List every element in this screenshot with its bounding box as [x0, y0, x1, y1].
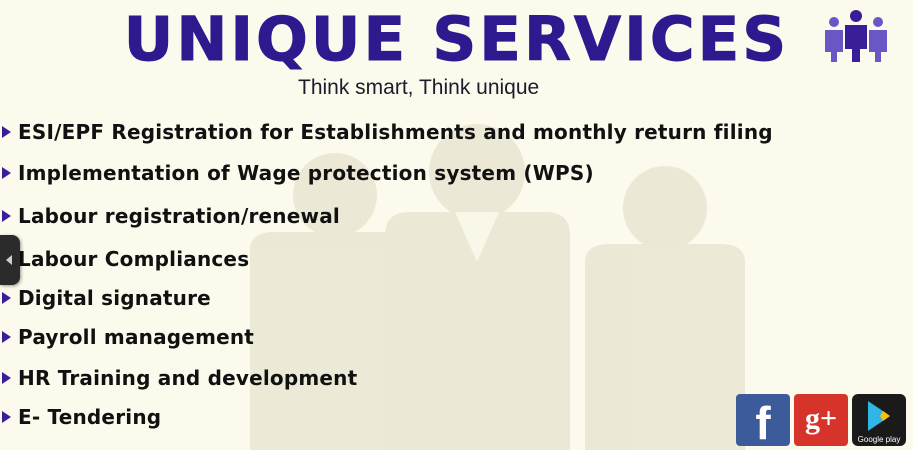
service-item: Digital signature — [0, 286, 211, 310]
service-item: E- Tendering — [0, 405, 161, 429]
facebook-button[interactable]: f — [736, 394, 790, 446]
service-label: Labour Compliances — [18, 247, 250, 271]
side-panel-toggle[interactable] — [0, 235, 20, 285]
service-label: HR Training and development — [18, 366, 358, 390]
service-item: Labour registration/renewal — [0, 204, 340, 228]
arrow-bullet-icon — [2, 292, 11, 304]
people-group-icon — [825, 10, 887, 62]
arrow-bullet-icon — [2, 126, 11, 138]
arrow-bullet-icon — [2, 210, 11, 222]
service-label: E- Tendering — [18, 405, 162, 429]
google-plus-button[interactable]: g+ — [794, 394, 848, 446]
arrow-bullet-icon — [2, 372, 11, 384]
service-label: ESI/EPF Registration for Establishments … — [18, 120, 773, 144]
service-label: Labour registration/renewal — [18, 204, 340, 228]
google-plus-icon: g+ — [804, 402, 838, 435]
google-play-label: Google play — [857, 435, 901, 444]
page-title: UNIQUE SERVICES — [123, 4, 790, 76]
service-item: ESI/EPF Registration for Establishments … — [0, 120, 773, 144]
tagline: Think smart, Think unique — [298, 76, 540, 99]
service-item: Payroll management — [0, 325, 254, 349]
google-play-button[interactable]: Google play — [852, 394, 906, 446]
google-play-icon — [868, 401, 890, 431]
service-item: Labour Compliances — [0, 247, 249, 271]
arrow-bullet-icon — [2, 167, 11, 179]
arrow-bullet-icon — [2, 331, 11, 343]
arrow-bullet-icon — [2, 411, 11, 423]
service-item: HR Training and development — [0, 366, 357, 390]
service-label: Payroll management — [18, 325, 255, 349]
service-item: Implementation of Wage protection system… — [0, 161, 594, 185]
service-label: Implementation of Wage protection system… — [18, 161, 594, 185]
facebook-icon: f — [755, 397, 771, 446]
service-label: Digital signature — [18, 286, 211, 310]
